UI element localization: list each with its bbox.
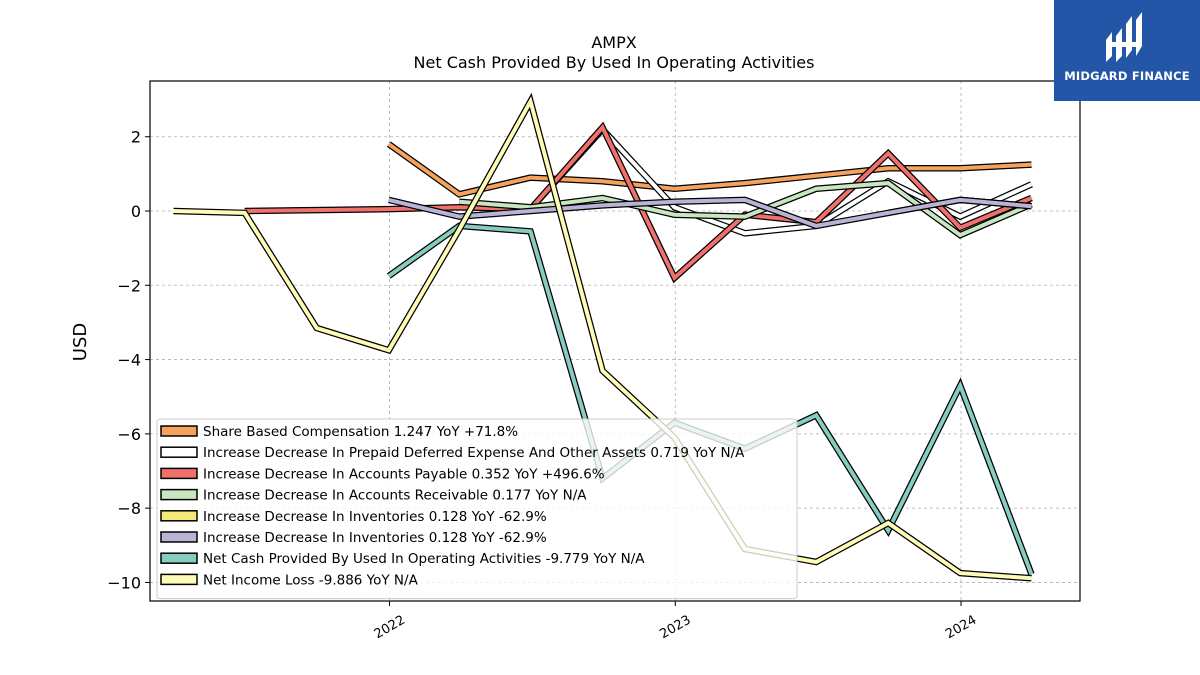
series-line — [173, 92, 1032, 582]
legend-entry: Share Based Compensation 1.247 YoY +71.8… — [203, 424, 518, 440]
series-line — [458, 179, 1033, 239]
brand-logo: MIDGARD FINANCE — [1054, 0, 1200, 101]
y-tick-label: 0 — [131, 202, 141, 221]
legend-entry: Increase Decrease In Inventories 0.128 Y… — [203, 530, 547, 546]
legend-swatch — [160, 488, 198, 501]
y-tick-label: −8 — [117, 499, 141, 518]
series-line-stroke — [173, 96, 1032, 581]
x-tick-label: 2023 — [657, 613, 693, 643]
y-tick-label: −4 — [117, 351, 141, 370]
x-tick-label: 2024 — [943, 613, 979, 643]
y-tick-label: 2 — [131, 128, 141, 147]
legend-swatch — [160, 467, 198, 480]
chart-subtitle: Net Cash Provided By Used In Operating A… — [414, 53, 815, 72]
y-ticks: 2 0 −2 −4 −6 −8 −10 — [107, 128, 150, 592]
series-line — [388, 196, 1032, 230]
legend-swatch — [160, 446, 198, 458]
y-tick-label: −6 — [117, 425, 141, 444]
legend-entry: Increase Decrease In Accounts Payable 0.… — [203, 466, 605, 482]
x-tick-label: 2022 — [372, 613, 408, 643]
legend-entry: Increase Decrease In Prepaid Deferred Ex… — [203, 445, 745, 461]
legend-entry: Increase Decrease In Inventories 0.128 Y… — [203, 509, 547, 525]
legend-box — [156, 418, 798, 600]
series-line-stroke — [388, 197, 1032, 228]
series-line — [386, 141, 1032, 198]
brand-name: MIDGARD FINANCE — [1064, 69, 1190, 83]
legend-entry: Net Cash Provided By Used In Operating A… — [203, 551, 645, 567]
plot-frame — [149, 80, 1081, 602]
y-tick-label: −10 — [107, 573, 141, 592]
legend: Share Based Compensation 1.247 YoY +71.8… — [156, 418, 798, 600]
series-line-stroke — [459, 181, 1033, 238]
y-tick-label: −2 — [117, 276, 141, 295]
legend-swatch — [160, 552, 198, 564]
legend-entry: Net Income Loss -9.886 YoY N/A — [203, 572, 419, 588]
series-line-stroke — [387, 142, 1032, 197]
legend-entry: Increase Decrease In Accounts Receivable… — [203, 488, 587, 504]
chart-title: AMPX — [591, 33, 636, 52]
legend-swatch — [160, 531, 198, 543]
brand-logo-icon — [1106, 12, 1142, 62]
x-ticks: 2022 2023 2024 — [372, 601, 979, 643]
legend-swatch — [160, 425, 198, 437]
legend-swatch — [160, 573, 198, 586]
legend-swatch — [160, 510, 198, 522]
y-axis-label: USD — [70, 323, 91, 361]
